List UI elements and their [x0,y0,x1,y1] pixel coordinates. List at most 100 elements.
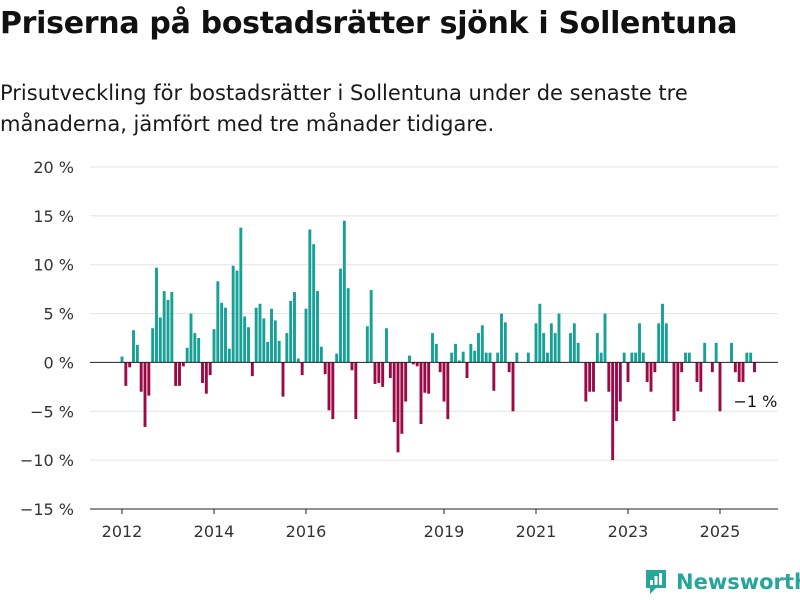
bar [657,323,661,363]
bar [339,268,342,363]
y-tick-label: −5 % [30,402,74,421]
y-tick-label: 15 % [33,207,74,226]
bar [661,303,664,363]
bar [354,362,358,420]
bar [515,352,519,363]
x-axis-ticks: 2012 2014 2016 2019 2021 2023 2025 [102,509,741,541]
chart-subtitle: Prisutveckling för bostadsrätter i Solle… [0,81,688,136]
last-value-label: −1 % [734,392,778,411]
bar [638,323,641,363]
bar [369,290,373,363]
bar [323,362,327,375]
bar [595,333,599,363]
bar [477,333,480,363]
bar [503,322,507,363]
newsworthy-logo-text: Newsworthy [676,570,800,594]
bar [687,352,691,363]
bar [664,323,668,363]
x-tick-label: 2025 [700,522,741,541]
x-tick-label: 2016 [286,522,327,541]
bar [618,362,622,402]
x-tick-label: 2014 [194,522,235,541]
bar [431,333,434,363]
bar [346,288,350,363]
bar [699,362,703,392]
bar [680,362,684,373]
bar [400,362,404,434]
bar [155,267,158,363]
bar [266,341,270,363]
zero-line [90,361,778,510]
bar [465,362,469,379]
bar [158,317,162,363]
bar [342,220,346,363]
bar [511,362,515,412]
y-tick-label: 10 % [33,256,74,275]
bar [450,352,454,363]
bar [676,362,680,412]
bar [281,362,285,397]
bar [496,352,500,363]
bar [262,318,266,363]
y-tick-label: 0 % [44,353,74,372]
bar [684,352,687,363]
bar [592,362,595,392]
bar [442,362,446,402]
bar [258,303,262,363]
bar [243,316,247,363]
bar [457,360,461,363]
bar [316,291,319,363]
bar [745,352,749,363]
bar [753,362,756,373]
bar [603,313,607,363]
y-tick-label: 5 % [44,305,74,324]
bar [224,307,227,363]
annotations: −1 % [734,392,778,411]
bar [216,281,220,363]
bar [653,362,657,373]
bar [500,313,503,363]
bar [128,362,132,368]
bar [488,352,492,363]
bar [388,362,392,379]
bar [427,362,431,394]
bar [381,362,385,387]
bar [461,351,465,363]
y-axis-ticks: 20 % 15 % 10 % 5 % 0 % −5 % −10 % −15 % [20,158,74,519]
bar [749,352,753,363]
x-tick-label: 2023 [608,522,649,541]
bar [542,333,546,363]
bar [139,362,143,392]
bar [143,362,147,427]
bar [312,244,316,363]
bar [423,362,427,393]
bar [737,362,741,382]
bar [197,338,201,363]
bar [569,333,572,363]
bar [454,343,457,363]
bar [373,362,377,384]
bar [231,265,235,363]
y-tick-label: −15 % [20,500,74,519]
bar [434,343,438,363]
bar [438,362,442,373]
bar [622,352,626,363]
bar [250,362,254,377]
bar [254,307,258,363]
bar [135,344,139,363]
bar [649,362,653,392]
bar [588,362,592,392]
y-tick-label: 20 % [33,158,74,177]
bar [607,362,611,392]
bar [201,362,204,383]
grid-lines [90,166,778,510]
bar [411,362,415,365]
bar [599,352,603,363]
bar [534,323,538,363]
bar [147,362,151,396]
x-tick-label: 2012 [102,522,143,541]
bars [120,220,756,461]
bar [327,362,331,411]
bar [132,330,135,363]
bar [247,327,250,363]
